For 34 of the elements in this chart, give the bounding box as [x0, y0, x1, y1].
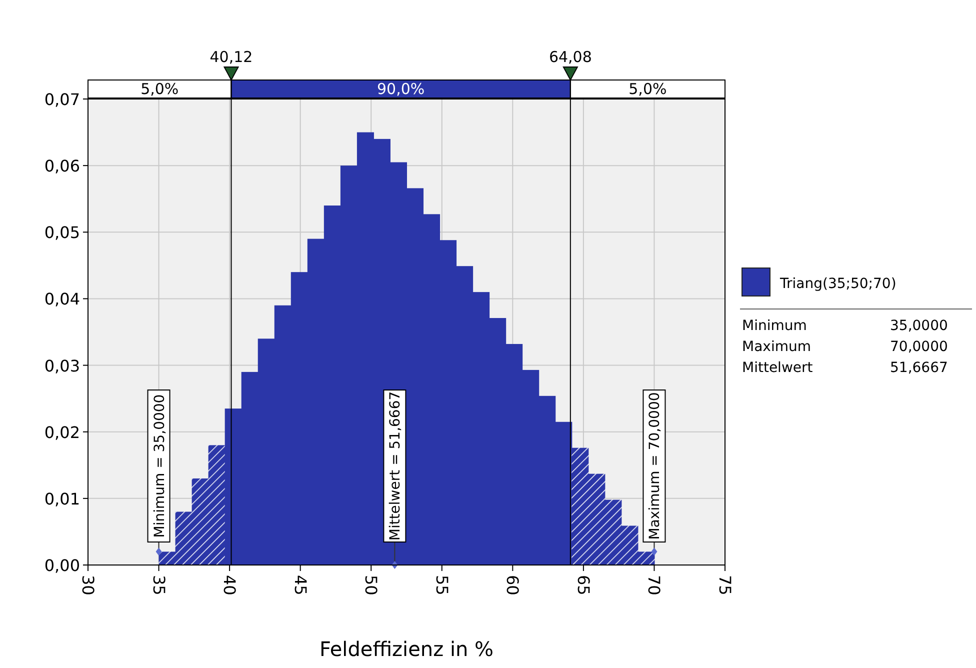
- y-tick-label: 0,05: [44, 223, 80, 242]
- legend-label: Triang(35;50;70): [779, 276, 896, 292]
- text: Mittelwert: [742, 360, 814, 376]
- y-tick-label: 0,02: [44, 422, 80, 442]
- y-tick-label: 0,04: [44, 290, 80, 309]
- text: Maximum: [742, 339, 811, 355]
- x-axis-title: Feldeffizienz in %: [319, 637, 494, 661]
- annotation: Maximum = 70,0000: [647, 392, 664, 540]
- x-tick-label: 50: [362, 575, 381, 596]
- y-tick-label: 0,06: [44, 156, 80, 176]
- y-tick-label: 0,03: [44, 356, 80, 376]
- text: Minimum: [742, 318, 807, 334]
- text: 90,0%: [377, 80, 425, 98]
- x-tick-label: 55: [432, 575, 452, 596]
- text: 35,0000: [890, 318, 948, 334]
- x-tick-label: 30: [78, 575, 98, 596]
- text: 5,0%: [628, 80, 667, 98]
- text: 51,6667: [890, 360, 948, 376]
- y-tick-label: 0,01: [44, 489, 80, 508]
- y-tick-label: 0,07: [44, 90, 80, 109]
- x-tick-label: 60: [503, 575, 522, 596]
- x-tick-label: 45: [290, 575, 310, 596]
- x-tick-label: 65: [574, 575, 593, 596]
- annotation: Mittelwert = 51,6667: [388, 391, 404, 541]
- ref-line-label: 64,08: [548, 48, 592, 66]
- ref-line-label: 40,12: [210, 48, 253, 66]
- annotation: Minimum = 35,0000: [152, 394, 168, 538]
- x-tick-label: 75: [716, 575, 734, 596]
- x-tick-label: 35: [149, 575, 168, 596]
- text: 70,0000: [890, 339, 948, 355]
- text: 5,0%: [140, 80, 179, 98]
- x-tick-label: 70: [644, 575, 664, 596]
- y-tick-label: 0,00: [44, 556, 80, 575]
- x-tick-label: 40: [220, 575, 240, 596]
